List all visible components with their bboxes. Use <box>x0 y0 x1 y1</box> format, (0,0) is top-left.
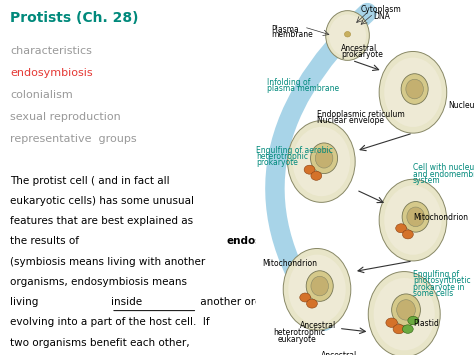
Text: Nuclear envelope: Nuclear envelope <box>317 116 384 125</box>
Ellipse shape <box>397 300 415 320</box>
Text: plasma membrane: plasma membrane <box>267 84 339 93</box>
Text: prokaryote in: prokaryote in <box>413 283 465 291</box>
Ellipse shape <box>392 294 420 326</box>
Ellipse shape <box>386 318 397 327</box>
Ellipse shape <box>402 230 413 239</box>
Ellipse shape <box>304 165 315 174</box>
Text: Ancestral: Ancestral <box>300 321 336 330</box>
Text: eukaryotic cells) has some unusual: eukaryotic cells) has some unusual <box>10 196 194 206</box>
Text: the results of: the results of <box>10 236 82 246</box>
Text: heterotrophic: heterotrophic <box>273 328 326 337</box>
Text: Endoplasmic reticulum: Endoplasmic reticulum <box>317 110 405 119</box>
Ellipse shape <box>384 58 442 127</box>
Text: The protist cell ( and in fact all: The protist cell ( and in fact all <box>10 176 170 186</box>
Ellipse shape <box>326 11 369 60</box>
Ellipse shape <box>307 299 318 308</box>
Text: some cells: some cells <box>413 289 453 298</box>
Text: colonialism: colonialism <box>10 90 73 100</box>
Text: Cell with nucleus: Cell with nucleus <box>413 163 474 172</box>
Text: sexual reproduction: sexual reproduction <box>10 112 121 122</box>
Text: Ancestral: Ancestral <box>341 44 377 53</box>
Ellipse shape <box>292 127 350 196</box>
Ellipse shape <box>283 248 351 330</box>
Ellipse shape <box>288 121 355 202</box>
Text: Plastid: Plastid <box>413 320 439 328</box>
Ellipse shape <box>374 278 435 350</box>
Ellipse shape <box>368 272 440 355</box>
Ellipse shape <box>300 293 310 302</box>
Text: Protists (Ch. 28): Protists (Ch. 28) <box>10 11 139 24</box>
Text: Cytoplasm: Cytoplasm <box>361 5 401 14</box>
Text: features that are best explained as: features that are best explained as <box>10 216 193 226</box>
Text: heterotrophic: heterotrophic <box>256 152 308 161</box>
Ellipse shape <box>379 51 447 133</box>
Text: representative  groups: representative groups <box>10 134 137 144</box>
Ellipse shape <box>315 148 333 168</box>
Text: Engulfing of: Engulfing of <box>413 270 459 279</box>
Ellipse shape <box>379 179 447 261</box>
Ellipse shape <box>396 224 407 233</box>
Ellipse shape <box>311 276 328 296</box>
Ellipse shape <box>402 325 413 333</box>
Ellipse shape <box>402 202 429 232</box>
Text: and endomembrane: and endomembrane <box>413 170 474 179</box>
Text: (symbiosis means living with another: (symbiosis means living with another <box>10 257 206 267</box>
Text: system: system <box>413 176 440 185</box>
Text: Ancestral: Ancestral <box>321 351 357 355</box>
Ellipse shape <box>306 271 333 301</box>
Text: Infolding of: Infolding of <box>267 78 310 87</box>
Text: endosymbiosis: endosymbiosis <box>10 68 93 78</box>
Text: evolving into a part of the host cell.  If: evolving into a part of the host cell. I… <box>10 317 210 327</box>
Ellipse shape <box>329 14 366 56</box>
Ellipse shape <box>406 79 423 99</box>
Ellipse shape <box>310 143 337 174</box>
Text: living: living <box>10 297 42 307</box>
Text: prokaryote: prokaryote <box>341 50 383 59</box>
Ellipse shape <box>384 185 442 255</box>
Text: Engulfing of aerobic: Engulfing of aerobic <box>256 146 333 154</box>
Text: photosynthetic: photosynthetic <box>413 276 471 285</box>
Text: organisms, endosymbiosis means: organisms, endosymbiosis means <box>10 277 187 287</box>
Text: characteristics: characteristics <box>10 46 92 56</box>
Text: membrane: membrane <box>271 30 313 39</box>
Text: inside: inside <box>111 297 142 307</box>
Text: Nucleus: Nucleus <box>448 101 474 110</box>
Text: eukaryote: eukaryote <box>278 335 317 344</box>
Ellipse shape <box>408 316 419 325</box>
Text: Plasma: Plasma <box>271 25 299 34</box>
Ellipse shape <box>345 32 351 37</box>
Text: prokaryote: prokaryote <box>256 158 298 167</box>
Text: endosymbionts: endosymbionts <box>226 236 316 246</box>
Ellipse shape <box>288 255 346 324</box>
Text: Mitochondrion: Mitochondrion <box>413 213 468 222</box>
Text: .: . <box>413 236 417 246</box>
Text: two organisms benefit each other,: two organisms benefit each other, <box>10 338 190 348</box>
Text: another organism): another organism) <box>197 297 298 307</box>
Ellipse shape <box>311 171 322 180</box>
Ellipse shape <box>393 324 405 334</box>
Ellipse shape <box>401 74 428 104</box>
Ellipse shape <box>407 207 424 226</box>
Text: DNA: DNA <box>374 12 391 21</box>
Text: Mitochondrion: Mitochondrion <box>263 259 318 268</box>
